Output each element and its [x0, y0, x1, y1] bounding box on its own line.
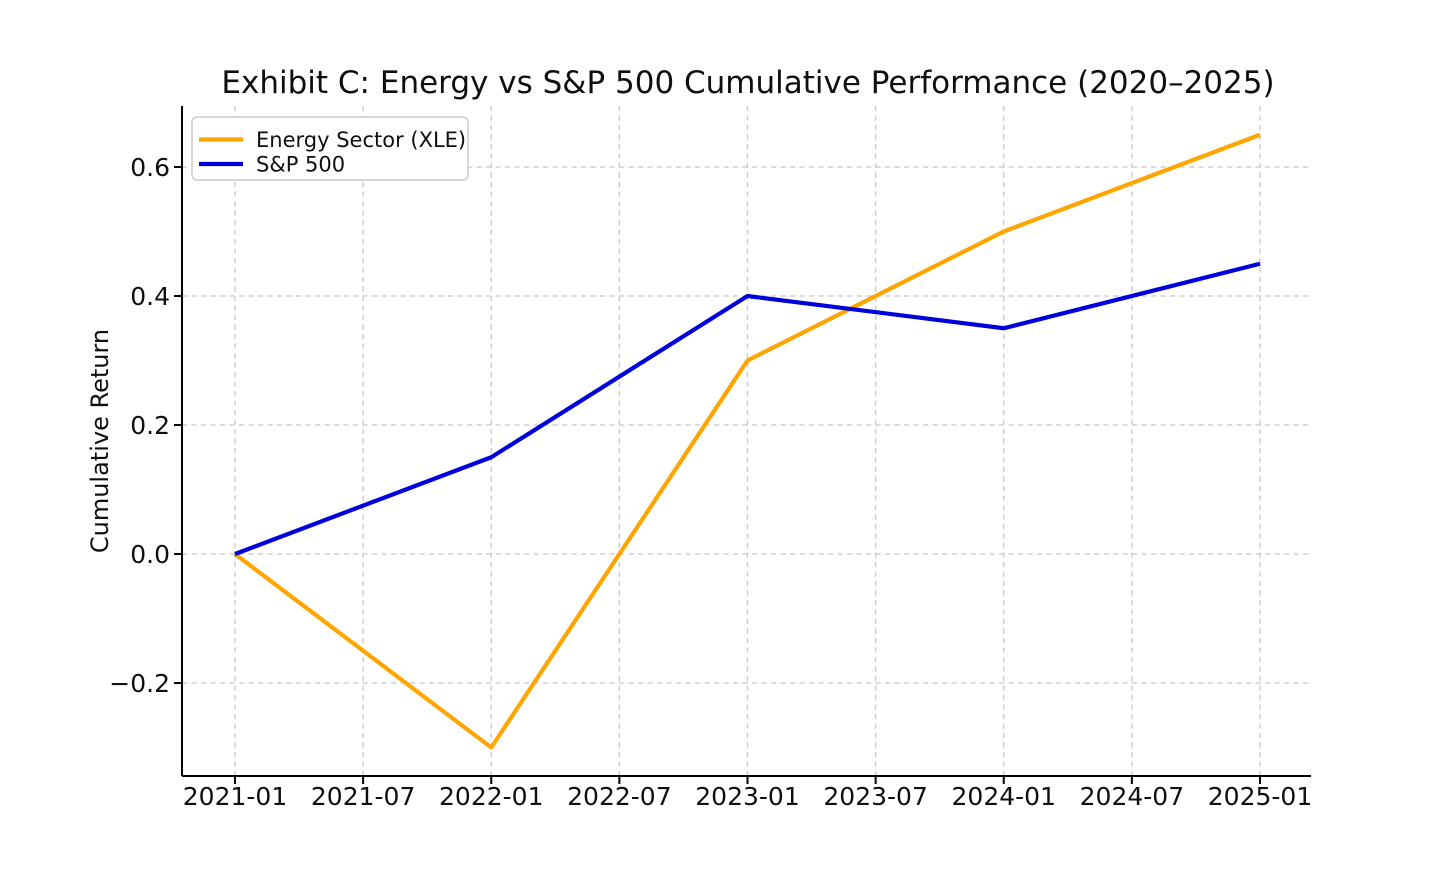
- x-tick-label: 2021-01: [183, 782, 287, 811]
- legend-label: S&P 500: [256, 153, 345, 177]
- gridlines: [182, 106, 1311, 776]
- chart-title: Exhibit C: Energy vs S&P 500 Cumulative …: [221, 65, 1274, 101]
- x-tick-label: 2025-01: [1208, 782, 1312, 811]
- series-line-energy-sector-xle: [233, 132, 1261, 750]
- y-tick-label: 0.0: [130, 540, 170, 569]
- x-tick-label: 2023-07: [823, 782, 927, 811]
- legend: Energy Sector (XLE)S&P 500: [191, 116, 469, 181]
- y-tick-label: 0.2: [130, 411, 170, 440]
- y-tick-label: 0.4: [130, 282, 170, 311]
- x-tick-label: 2022-01: [439, 782, 543, 811]
- x-tick-label: 2023-01: [695, 782, 799, 811]
- axes: [174, 106, 1311, 784]
- y-tick-label: 0.6: [130, 153, 170, 182]
- legend-label: Energy Sector (XLE): [256, 128, 466, 152]
- x-tick-label: 2024-07: [1080, 782, 1184, 811]
- y-tick-label: −0.2: [109, 669, 170, 698]
- tick-labels: 2021-01 2021-07 2022-01 2022-07 2023-01 2023-…: [109, 153, 1312, 811]
- series-line-s-p-500: [234, 261, 1261, 556]
- x-tick-label: 2021-07: [311, 782, 415, 811]
- series-lines: [233, 132, 1261, 750]
- x-tick-label: 2024-01: [952, 782, 1056, 811]
- y-axis-label: Cumulative Return: [86, 329, 114, 553]
- x-tick-label: 2022-07: [567, 782, 671, 811]
- legend-box: [191, 116, 469, 181]
